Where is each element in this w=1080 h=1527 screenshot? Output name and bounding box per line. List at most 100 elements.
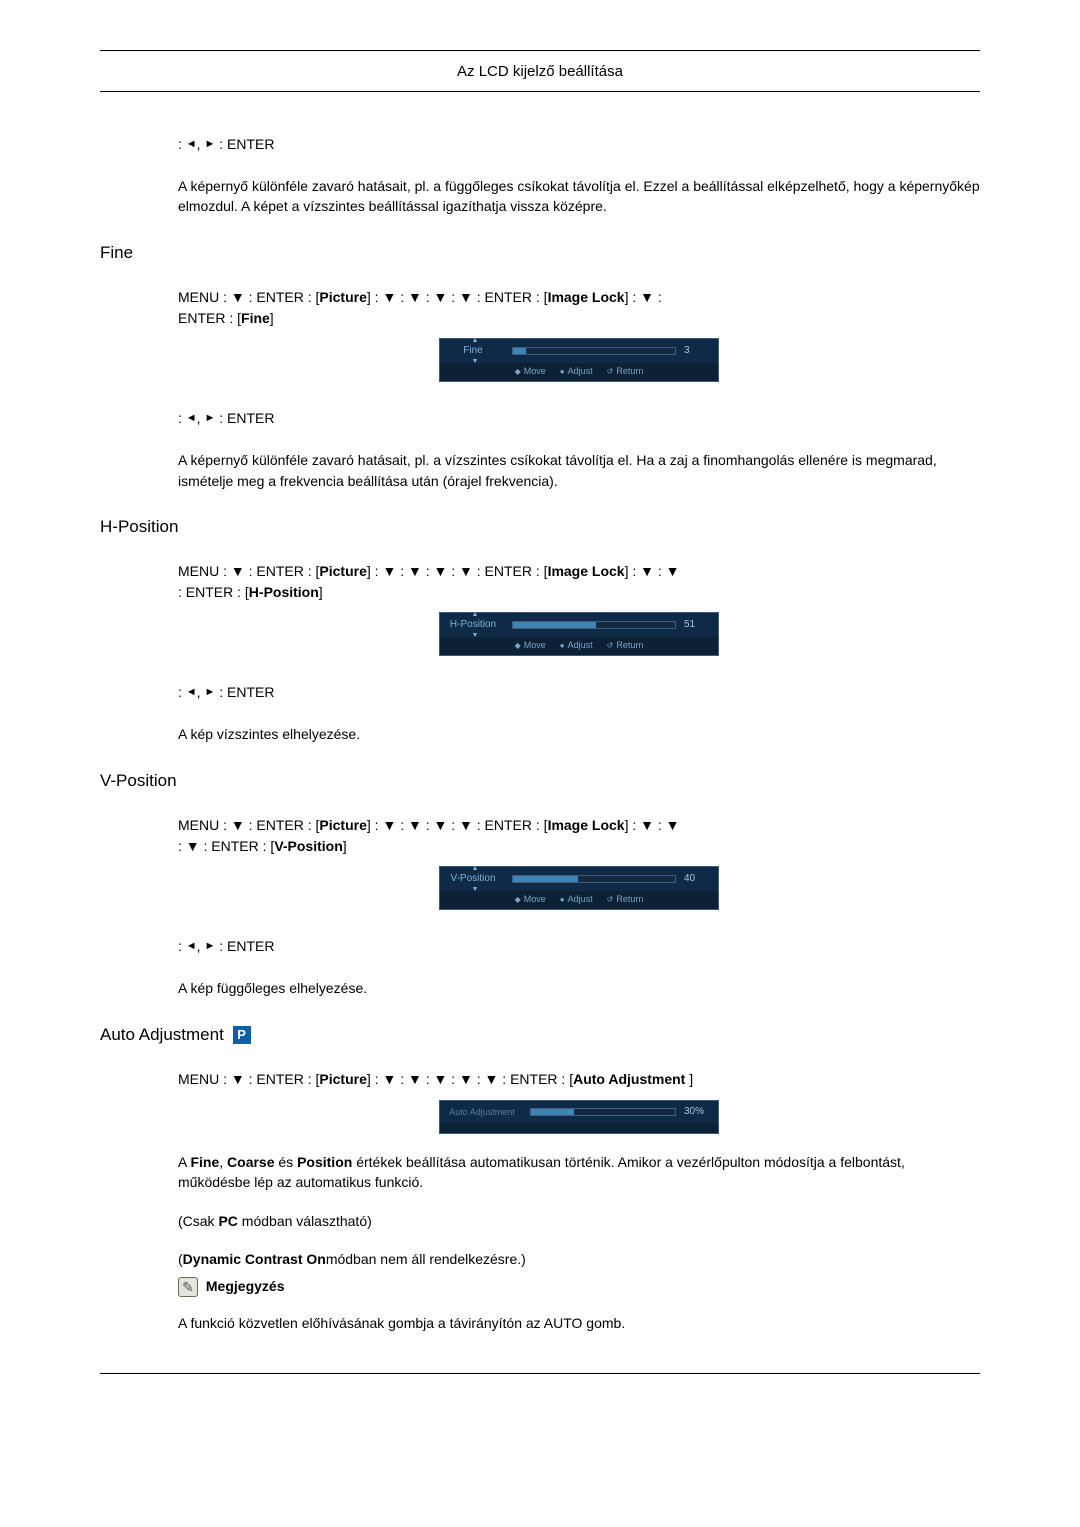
text: : ENTER <box>219 410 274 426</box>
bold-coarse: Coarse <box>227 1154 274 1170</box>
text: : ENTER <box>219 136 274 152</box>
text: : <box>178 136 186 152</box>
text: : ENTER : [ <box>178 584 249 600</box>
section-title-vposition: V-Position <box>100 769 980 794</box>
text: ] <box>689 1071 693 1087</box>
right-arrow-icon: ► <box>204 137 215 153</box>
osd-bar <box>512 621 676 629</box>
top-description: A képernyő különféle zavaró hatásait, pl… <box>178 176 980 217</box>
note-title: Megjegyzés <box>206 1278 285 1294</box>
text: ] <box>319 584 323 600</box>
section-title-hposition: H-Position <box>100 515 980 540</box>
note-icon: ✎ <box>178 1277 198 1297</box>
text: MENU : ▼ : ENTER : [ <box>178 1071 319 1087</box>
pc-badge-icon: P <box>233 1026 251 1044</box>
adjust-icon: ● <box>560 640 565 652</box>
left-arrow-icon: ◄ <box>186 939 197 955</box>
down-arrow-icon: ▼ <box>472 886 479 893</box>
bold-position: Position <box>297 1154 352 1170</box>
left-arrow-icon: ◄ <box>186 137 197 153</box>
section-title-auto-adjustment: Auto Adjustment P <box>100 1023 980 1048</box>
osd-footer: ◆Move ●Adjust ↺Return <box>440 637 718 655</box>
note-body: A funkció közvetlen előhívásának gombja … <box>178 1313 980 1333</box>
osd-value: 3 <box>684 344 712 359</box>
osd-footer: ◆Move ●Adjust ↺Return <box>440 891 718 909</box>
nav-path-hposition: MENU : ▼ : ENTER : [Picture] : ▼ : ▼ : ▼… <box>178 561 980 602</box>
comma: , <box>197 938 205 954</box>
right-arrow-icon: ► <box>204 685 215 701</box>
text: ] <box>270 310 274 326</box>
move-icon: ◆ <box>515 640 521 652</box>
osd-auto-adjustment: Auto Adjustment 30% <box>439 1100 719 1134</box>
text: : ENTER <box>219 684 274 700</box>
text: ] : ▼ : ▼ : ▼ : ▼ : ENTER : [ <box>367 563 548 579</box>
osd-label: Auto Adjustment <box>446 1106 522 1119</box>
auto-description-2: (Csak PC módban választható) <box>178 1211 980 1231</box>
osd-label: V-Position <box>446 872 504 887</box>
text: : ▼ : ENTER : [ <box>178 838 274 854</box>
bottom-rule <box>100 1373 980 1374</box>
auto-description-3: (Dynamic Contrast Onmódban nem áll rende… <box>178 1249 980 1269</box>
lr-enter-line: : ◄, ► : ENTER <box>178 682 980 702</box>
osd-footer-move: Move <box>524 366 546 376</box>
text: : <box>178 938 186 954</box>
text: : <box>178 410 186 426</box>
osd-footer-return: Return <box>616 894 643 904</box>
nav-picture: Picture <box>319 289 366 305</box>
left-arrow-icon: ◄ <box>186 685 197 701</box>
mid-rule <box>100 91 980 92</box>
text: ] : ▼ : ▼ : ▼ : ▼ : ENTER : [ <box>367 289 548 305</box>
osd-footer-blank <box>440 1123 718 1133</box>
osd-footer-move: Move <box>524 894 546 904</box>
text: módban nem áll rendelkezésre.) <box>326 1251 526 1267</box>
fine-description: A képernyő különféle zavaró hatásait, pl… <box>178 450 980 491</box>
nav-picture: Picture <box>319 563 366 579</box>
return-icon: ↺ <box>607 640 614 652</box>
text: (Csak <box>178 1213 218 1229</box>
comma: , <box>197 410 205 426</box>
nav-path-auto: MENU : ▼ : ENTER : [Picture] : ▼ : ▼ : ▼… <box>178 1069 980 1089</box>
move-icon: ◆ <box>515 366 521 378</box>
osd-bar-fill <box>513 622 596 628</box>
text: : <box>178 684 186 700</box>
text: ] <box>343 838 347 854</box>
return-icon: ↺ <box>607 894 614 906</box>
lr-enter-line: : ◄, ► : ENTER <box>178 408 980 428</box>
bold-pc: PC <box>218 1213 237 1229</box>
text: ] : ▼ : ▼ : ▼ : ▼ : ▼ : ENTER : [ <box>367 1071 573 1087</box>
nav-image-lock: Image Lock <box>548 563 625 579</box>
left-arrow-icon: ◄ <box>186 411 197 427</box>
text: : ENTER <box>219 938 274 954</box>
adjust-icon: ● <box>560 366 565 378</box>
osd-hposition: ▲ H-Position ▼ 51 ◆Move ●Adjust ↺Return <box>439 612 719 656</box>
osd-footer-return: Return <box>616 366 643 376</box>
nav-picture: Picture <box>319 1071 366 1087</box>
return-icon: ↺ <box>607 366 614 378</box>
text: ] : ▼ : <box>625 289 662 305</box>
up-arrow-icon: ▲ <box>472 865 479 872</box>
text: MENU : ▼ : ENTER : [ <box>178 817 319 833</box>
osd-label: Fine <box>446 344 504 359</box>
osd-footer-move: Move <box>524 640 546 650</box>
vposition-description: A kép függőleges elhelyezése. <box>178 978 980 998</box>
text: ] : ▼ : ▼ <box>625 817 680 833</box>
section-title-fine: Fine <box>100 241 980 266</box>
osd-value: 51 <box>684 618 712 633</box>
osd-bar-fill <box>513 348 526 354</box>
osd-footer-adjust: Adjust <box>568 366 593 376</box>
osd-footer-adjust: Adjust <box>568 894 593 904</box>
right-arrow-icon: ► <box>204 411 215 427</box>
text: módban választható) <box>238 1213 372 1229</box>
osd-footer-adjust: Adjust <box>568 640 593 650</box>
move-icon: ◆ <box>515 894 521 906</box>
adjust-icon: ● <box>560 894 565 906</box>
osd-bar <box>530 1108 676 1116</box>
nav-vposition: V-Position <box>274 838 342 854</box>
note-heading: ✎ Megjegyzés <box>178 1275 980 1296</box>
nav-hposition: H-Position <box>249 584 319 600</box>
text: ENTER : [ <box>178 310 241 326</box>
nav-path-vposition: MENU : ▼ : ENTER : [Picture] : ▼ : ▼ : ▼… <box>178 815 980 856</box>
text: és <box>275 1154 298 1170</box>
top-rule <box>100 50 980 51</box>
osd-footer: ◆Move ●Adjust ↺Return <box>440 363 718 381</box>
